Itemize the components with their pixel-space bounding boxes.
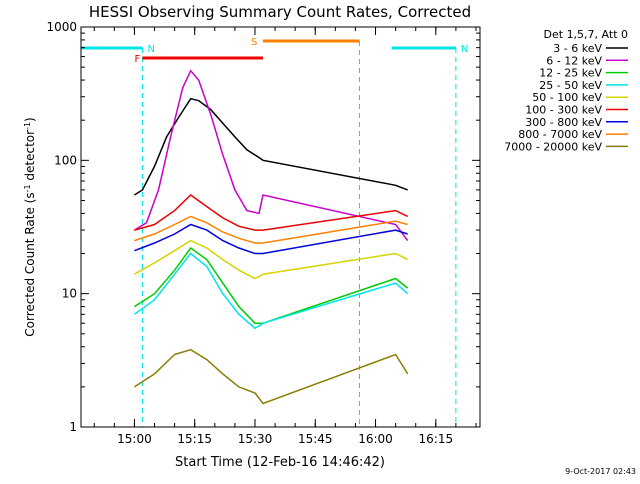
legend-label: 100 - 300 keV: [525, 104, 602, 117]
x-tick-label: 15:15: [177, 432, 212, 446]
plot-frame: [80, 26, 481, 428]
x-axis-label: Start Time (12-Feb-16 14:46:42): [175, 455, 385, 470]
y-tick-label: 1: [69, 420, 77, 434]
y-tick-label: 10: [62, 287, 77, 301]
x-tick-label: 16:15: [419, 432, 454, 446]
series-line: [134, 223, 408, 255]
legend-label: 300 - 800 keV: [525, 116, 602, 129]
x-tick-label: 15:00: [117, 432, 152, 446]
series-line: [134, 97, 408, 196]
series-line: [133, 348, 409, 405]
flag-label: N: [147, 44, 154, 55]
legend-label: 50 - 100 keV: [532, 91, 602, 104]
series-line: [134, 215, 408, 244]
series-line: [133, 252, 409, 330]
legend-label: 6 - 12 keV: [546, 54, 602, 67]
x-tick-label: 16:00: [358, 432, 393, 446]
flag-label: N: [461, 44, 468, 55]
y-axis-label-sup1: -1: [23, 184, 32, 192]
axes: 1 10 100 1000 15:00 15:15 15:30 15:45 16:00 16:15: [46, 20, 480, 446]
plot-area: N NFS: [81, 37, 468, 427]
chart-title: HESSI Observing Summary Count Rates, Cor…: [89, 3, 471, 21]
y-tick-label: 1000: [46, 20, 77, 34]
legend-label: 800 - 7000 keV: [518, 128, 602, 141]
flag-label: F: [134, 54, 140, 65]
legend-label: 25 - 50 keV: [539, 79, 602, 92]
timestamp: 9-Oct-2017 02:43: [565, 467, 636, 476]
x-tick-label: 15:45: [298, 432, 333, 446]
legend-label: 7000 - 20000 keV: [504, 140, 602, 153]
y-axis-label-main: Corrected Count Rate (s: [23, 192, 37, 336]
flag-label: S: [251, 37, 257, 48]
legend-header: Det 1,5,7, Att 0: [544, 28, 628, 41]
series-line: [133, 246, 409, 324]
legend-label: 12 - 25 keV: [539, 67, 602, 80]
legend-label: 3 - 6 keV: [553, 42, 602, 55]
x-tick-label: 15:30: [238, 432, 273, 446]
series-line: [134, 239, 409, 280]
y-tick-label: 100: [54, 153, 77, 167]
y-axis-label-mid: detector: [23, 130, 37, 185]
series-line: [134, 194, 409, 231]
y-axis-label-end: ): [23, 117, 37, 122]
y-axis-label-sup2: -1: [23, 122, 32, 130]
y-axis-label: Corrected Count Rate (s-1 detector-1): [23, 117, 38, 336]
series-line: [134, 69, 409, 242]
